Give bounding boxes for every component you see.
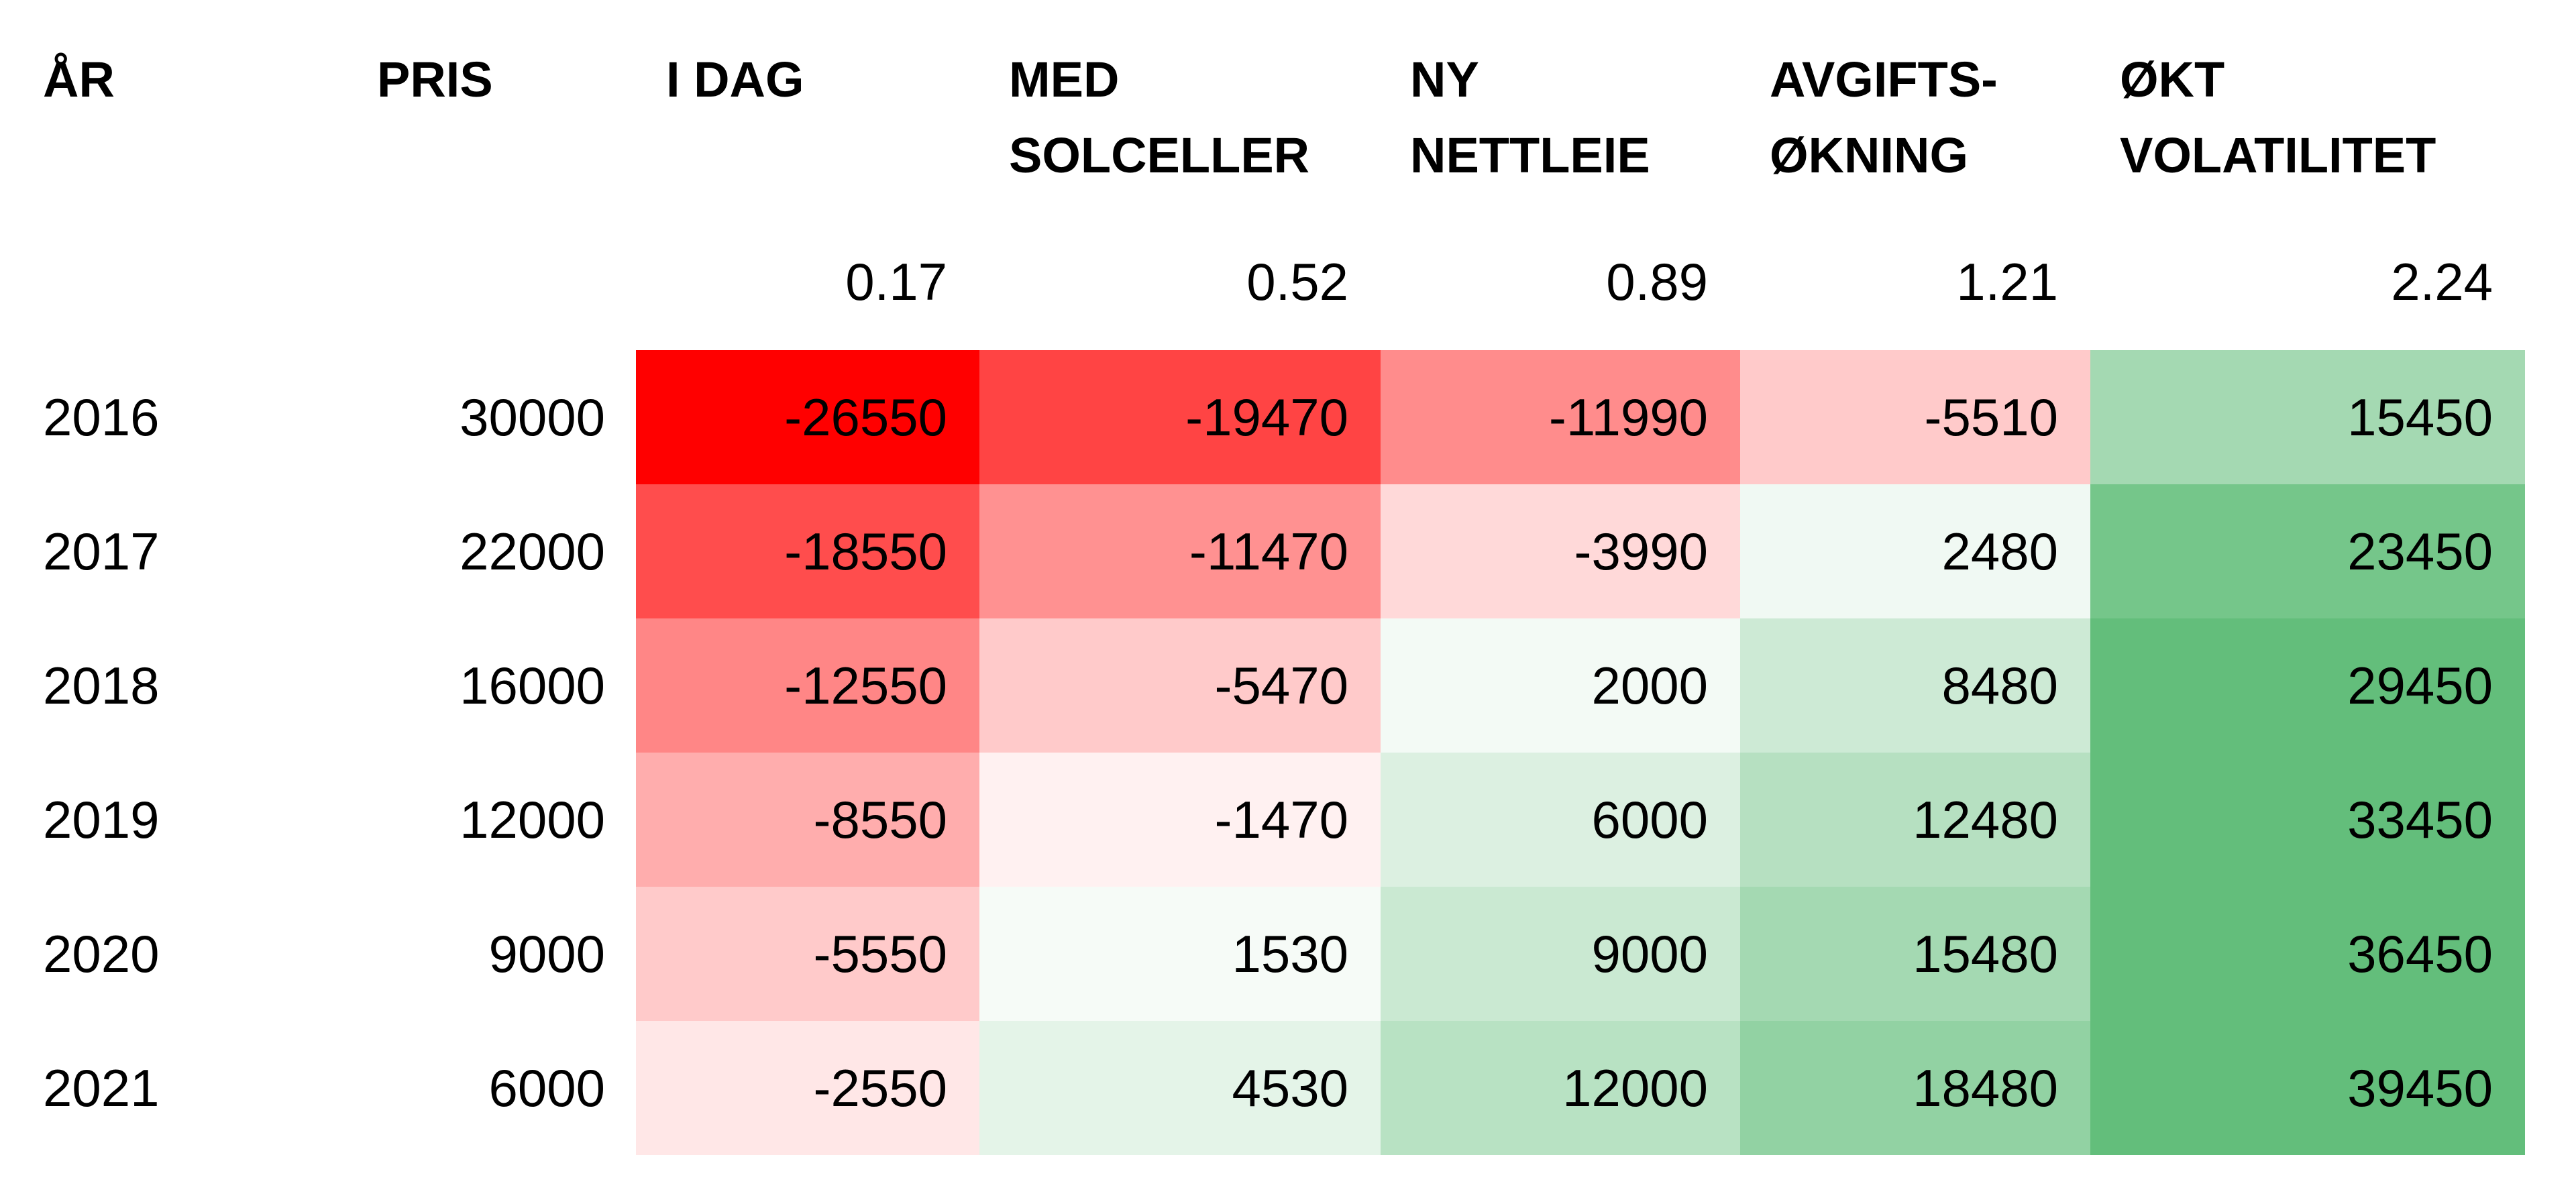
header-price: PRIS [377, 52, 493, 107]
heatmap-cell: -5550 [636, 887, 979, 1021]
heatmap-cell: -5510 [1740, 350, 2090, 484]
heatmap-cell: -11470 [979, 484, 1381, 618]
heatmap-cell: -1470 [979, 753, 1381, 887]
heatmap-cell: 23450 [2090, 484, 2525, 618]
header-year: ÅR [43, 52, 115, 107]
row-year: 2021 [43, 1058, 160, 1117]
row-price: 22000 [460, 522, 605, 581]
row-price: 16000 [460, 656, 605, 715]
heatmap-cell: 1530 [979, 887, 1381, 1021]
row-year: 2019 [43, 790, 160, 849]
heatmap-cell: 18480 [1740, 1021, 2090, 1155]
heatmap-cell: -5470 [979, 618, 1381, 753]
row-year: 2020 [43, 924, 160, 983]
heatmap-cell: 29450 [2090, 618, 2525, 753]
factor-value: 0.52 [1246, 252, 1348, 311]
header-scenario: AVGIFTS- ØKNING [1770, 52, 1998, 183]
heatmap-cell: 12480 [1740, 753, 2090, 887]
row-year: 2017 [43, 522, 160, 581]
heatmap-cell: -19470 [979, 350, 1381, 484]
heatmap-cell: 9000 [1381, 887, 1740, 1021]
heatmap-cell: 2000 [1381, 618, 1740, 753]
heatmap-cell: -11990 [1381, 350, 1740, 484]
heatmap-cell: 2480 [1740, 484, 2090, 618]
heatmap-cell: 6000 [1381, 753, 1740, 887]
header-scenario: NY NETTLEIE [1410, 52, 1650, 183]
row-price: 6000 [488, 1058, 605, 1117]
row-year: 2018 [43, 656, 160, 715]
heatmap-cell: 33450 [2090, 753, 2525, 887]
header-scenario: I DAG [666, 52, 804, 107]
heatmap-cell: -2550 [636, 1021, 979, 1155]
row-price: 12000 [460, 790, 605, 849]
heatmap-cell: -3990 [1381, 484, 1740, 618]
factor-value: 0.17 [845, 252, 947, 311]
factor-value: 2.24 [2391, 252, 2493, 311]
row-price: 30000 [460, 388, 605, 447]
heatmap-cell: 15450 [2090, 350, 2525, 484]
heatmap-cell: 8480 [1740, 618, 2090, 753]
factor-value: 0.89 [1606, 252, 1708, 311]
heatmap-cell: 36450 [2090, 887, 2525, 1021]
heatmap-cell: -8550 [636, 753, 979, 887]
heatmap-cell: 12000 [1381, 1021, 1740, 1155]
heatmap-cell: 39450 [2090, 1021, 2525, 1155]
header-scenario: ØKT VOLATILITET [2120, 52, 2436, 183]
heatmap-cell: 15480 [1740, 887, 2090, 1021]
row-price: 9000 [488, 924, 605, 983]
row-year: 2016 [43, 388, 160, 447]
heatmap-cell: -26550 [636, 350, 979, 484]
heatmap-cell: -12550 [636, 618, 979, 753]
factor-value: 1.21 [1956, 252, 2058, 311]
heatmap-cell: 4530 [979, 1021, 1381, 1155]
header-scenario: MED SOLCELLER [1009, 52, 1310, 183]
heatmap-cell: -18550 [636, 484, 979, 618]
